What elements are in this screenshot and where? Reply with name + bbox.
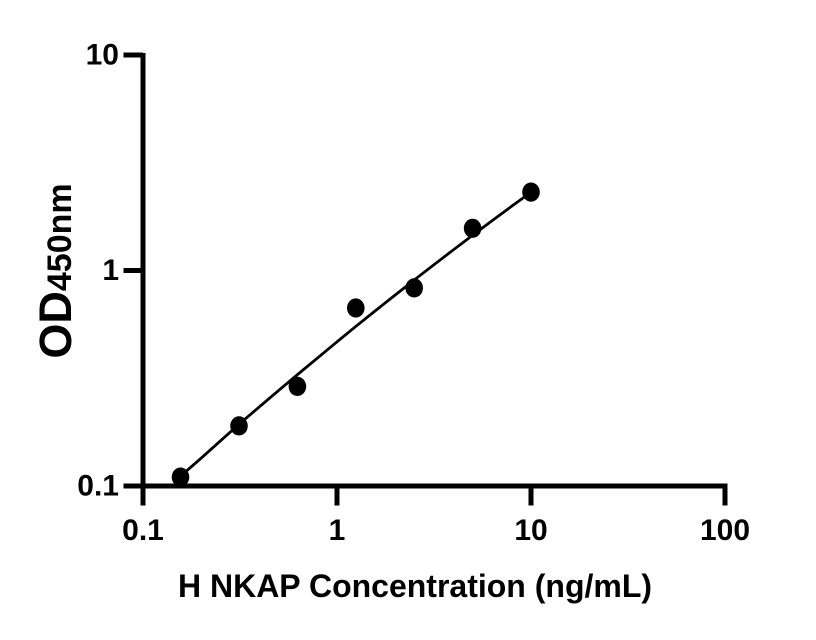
- data-point: [347, 298, 365, 318]
- y-tick-label: 1: [102, 254, 119, 287]
- y-axis-title: OD450nm: [30, 183, 81, 358]
- x-tick-label: 100: [700, 514, 750, 547]
- data-point: [405, 278, 424, 298]
- y-tick-label: 0.1: [77, 470, 119, 503]
- x-tick-label: 1: [329, 514, 346, 547]
- data-point: [463, 218, 482, 238]
- x-tick-label: 10: [514, 514, 547, 547]
- data-point: [288, 376, 307, 396]
- x-axis-title: H NKAP Concentration (ng/mL): [178, 568, 652, 604]
- y-axis-title-sub: 450nm: [41, 183, 79, 291]
- data-point: [171, 467, 190, 487]
- axes-layer: 0.1 1 10 0.1 1 10 100: [77, 39, 750, 548]
- data-point: [230, 416, 248, 436]
- y-tick-label: 10: [86, 39, 119, 72]
- y-axis-title-main: OD: [30, 291, 81, 359]
- x-tick-label: 0.1: [122, 514, 164, 547]
- data-points-layer: [171, 182, 540, 487]
- data-point: [522, 182, 540, 202]
